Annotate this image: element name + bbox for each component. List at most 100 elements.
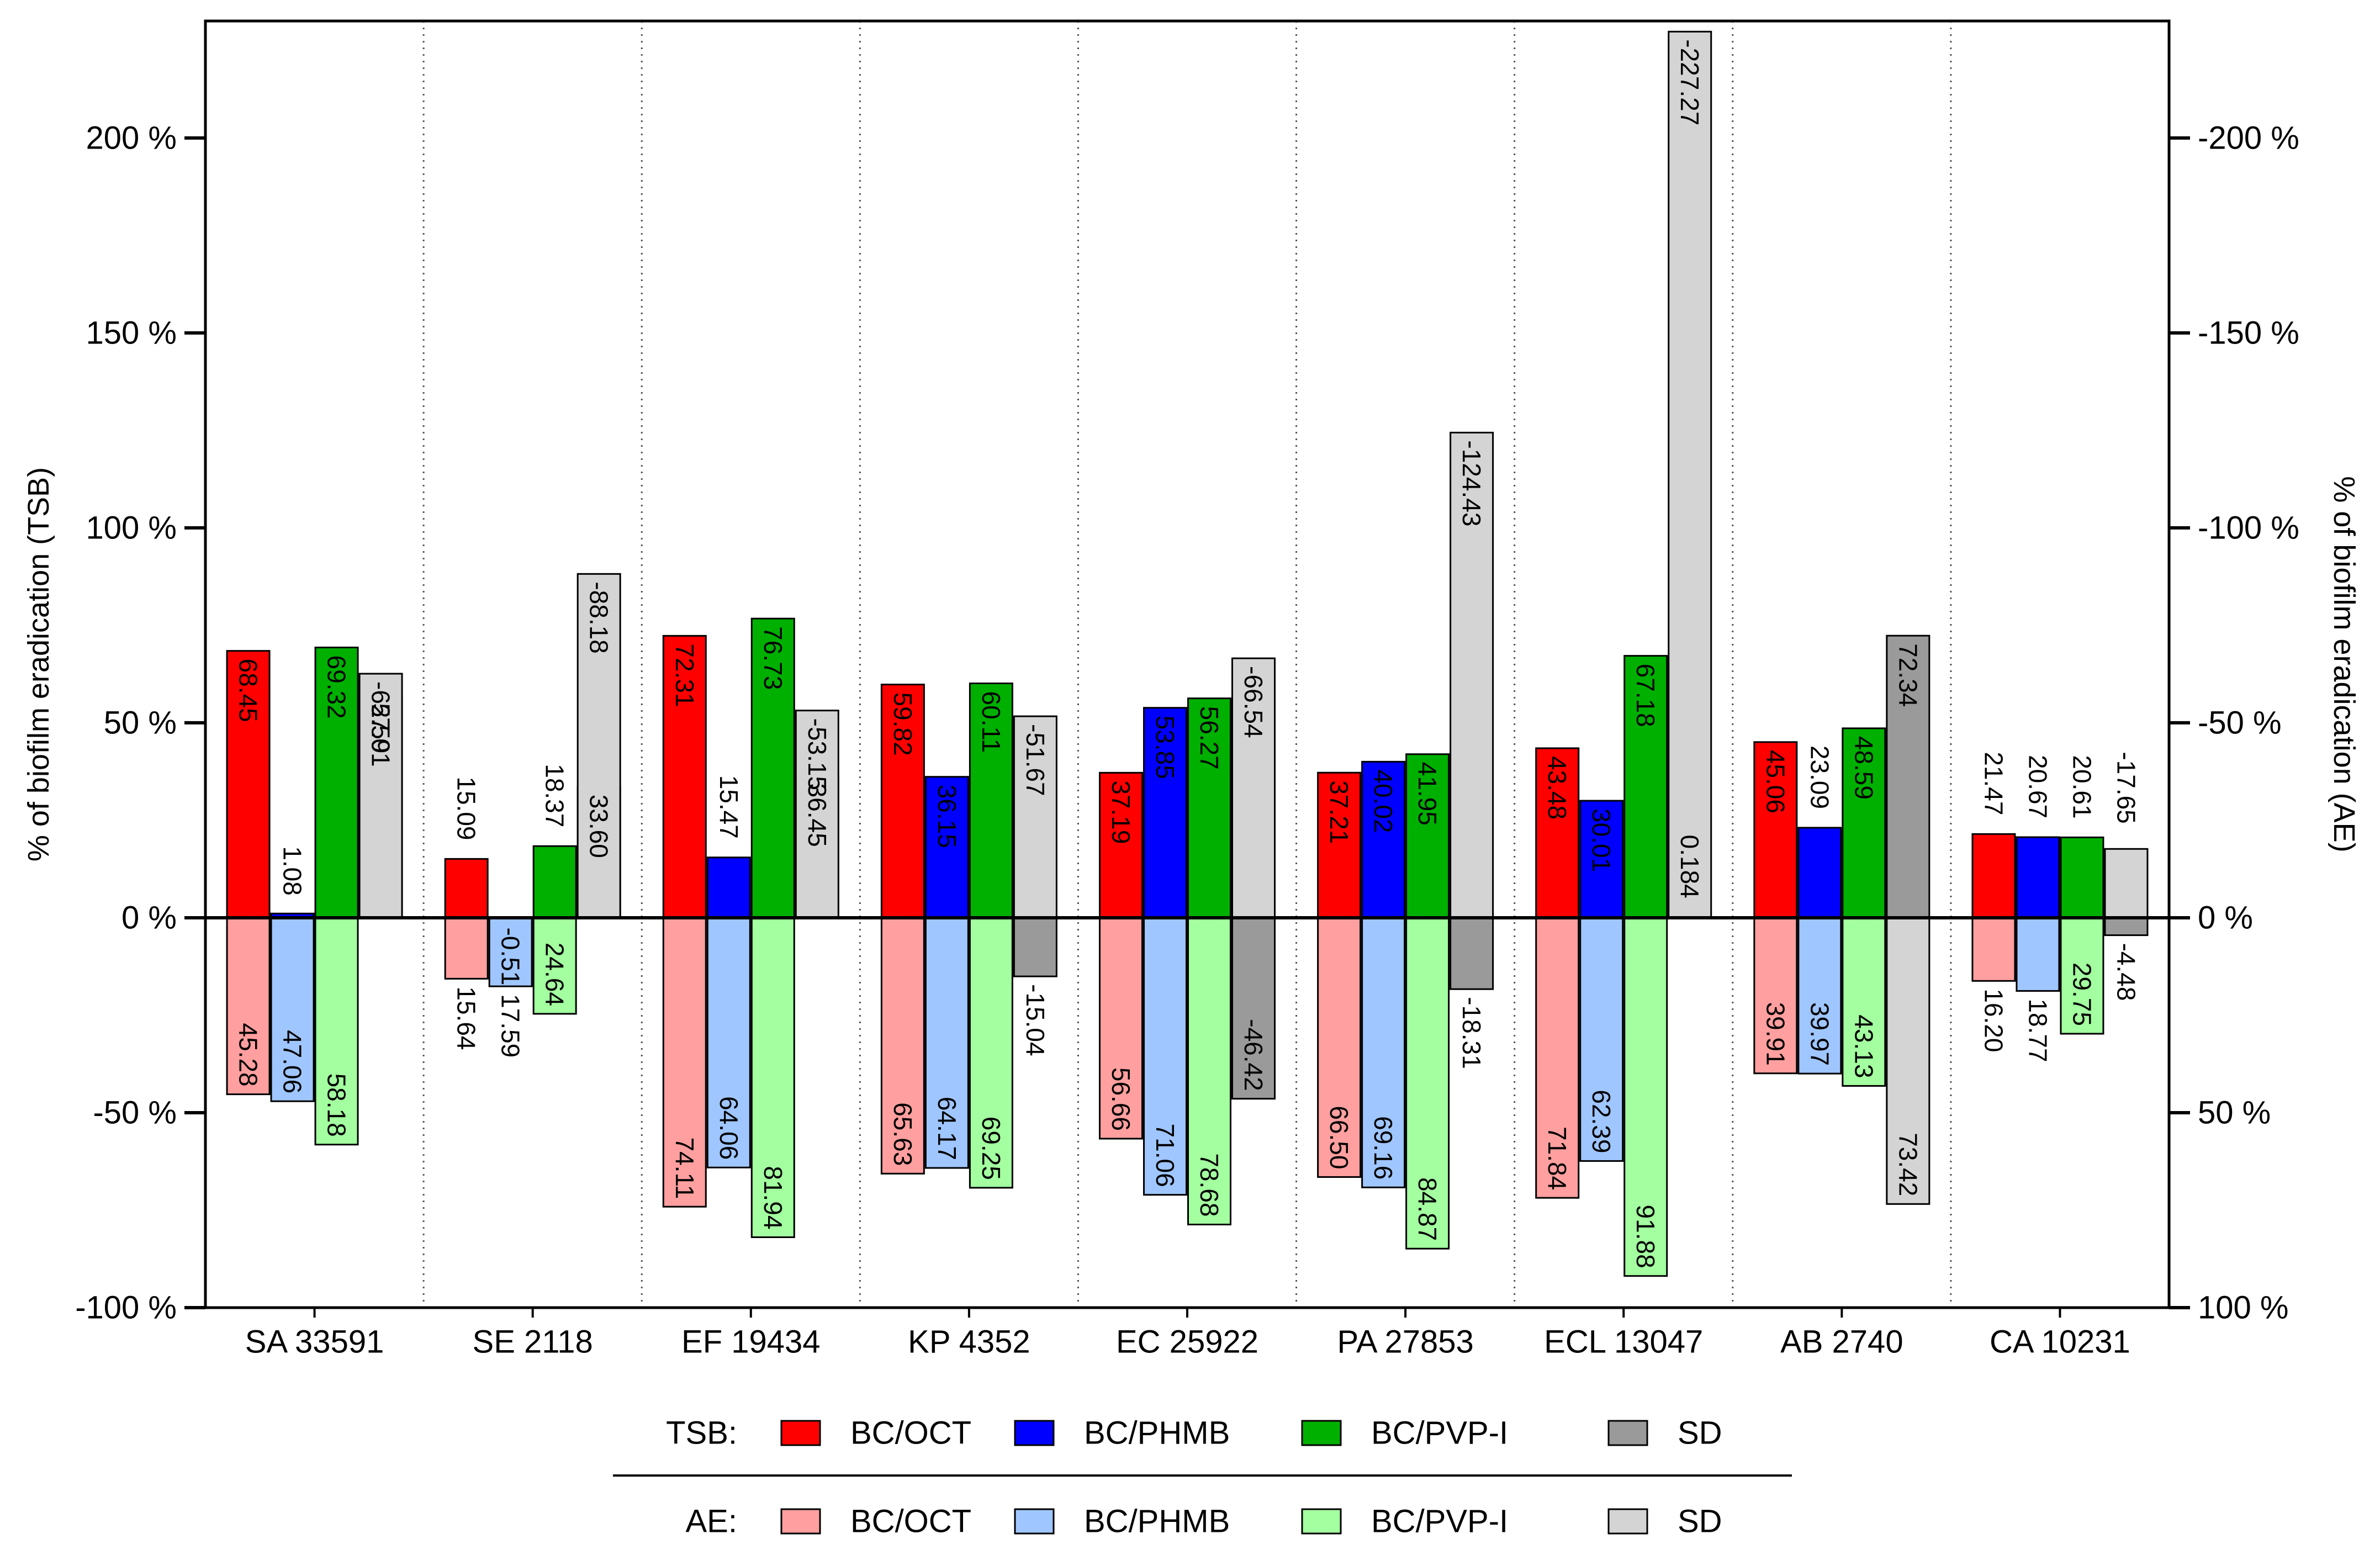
bar-tsb-bcoct-7 — [1753, 741, 1798, 919]
left-tick-label: 200 % — [86, 120, 177, 156]
bar-value-label: 36.45 — [803, 784, 832, 847]
category-label: SA 33591 — [245, 1324, 384, 1360]
bar-value-label: 20.61 — [2067, 755, 2096, 818]
bar-value-label: 18.37 — [541, 764, 569, 827]
legend-group-label: AE: — [686, 1504, 738, 1540]
bar-value-label: 64.17 — [933, 1097, 961, 1160]
bar-ae-sd-2 — [795, 710, 839, 919]
bar-ae-sd-6 — [1668, 30, 1712, 919]
bar-value-label: -53.15 — [803, 718, 832, 790]
legend-item-label: BC/PHMB — [1084, 1504, 1230, 1540]
bar-value-label: 72.34 — [1894, 643, 1922, 707]
bar-tsb-bcoct-5 — [1317, 771, 1362, 919]
bar-ae-bcpvpi-6 — [1623, 917, 1668, 1277]
bar-value-label: -62.59 — [367, 681, 395, 753]
bar-value-label: 39.91 — [1761, 1002, 1790, 1066]
bar-value-label: 56.66 — [1107, 1067, 1135, 1131]
bar-ae-bcpvpi-7 — [1842, 917, 1886, 1087]
bar-value-label: 56.27 — [1195, 706, 1224, 770]
bar-value-label: 59.82 — [888, 692, 917, 756]
bar-value-label: -88.18 — [585, 581, 613, 653]
bar-tsb-bcoct-0 — [226, 650, 271, 919]
bar-ae-sd-1 — [577, 573, 621, 919]
bar-value-label: 74.11 — [670, 1137, 699, 1199]
category-label: AB 2740 — [1780, 1324, 1903, 1360]
bar-ae-bcphmb-8 — [2016, 917, 2060, 992]
bar-value-label: -17.65 — [2112, 752, 2140, 823]
bar-value-label: 1.08 — [278, 846, 307, 896]
legend-swatch — [1014, 1508, 1055, 1535]
bar-value-label: 60.11 — [977, 691, 1006, 753]
bar-value-label: 69.32 — [322, 655, 351, 718]
legend-swatch — [780, 1420, 821, 1446]
left-tick-label: 150 % — [86, 315, 177, 351]
bar-tsb-sd-8 — [2104, 917, 2149, 937]
bar-value-label: 15.47 — [715, 775, 743, 839]
right-tick-label: 0 % — [2198, 900, 2253, 935]
bar-tsb-sd-5 — [1450, 917, 1494, 990]
bar-tsb-bcoct-1 — [444, 858, 489, 919]
bar-value-label: 43.13 — [1849, 1014, 1878, 1078]
bar-tsb-bcoct-8 — [1971, 833, 2016, 919]
bar-tsb-bcpvpi-2 — [750, 617, 795, 919]
category-label: EF 19434 — [681, 1324, 821, 1360]
legend-item-label: BC/OCT — [850, 1504, 971, 1540]
bar-tsb-bcpvpi-8 — [2060, 836, 2104, 919]
bar-ae-bcpvpi-8 — [2060, 917, 2104, 1035]
bar-ae-bcoct-6 — [1535, 917, 1580, 1199]
legend-group-label: TSB: — [666, 1415, 737, 1451]
bar-ae-bcphmb-0 — [270, 917, 315, 1102]
bar-value-label: -66.54 — [1239, 666, 1268, 738]
legend-item-label: SD — [1678, 1415, 1722, 1451]
bar-ae-bcpvpi-1 — [532, 917, 577, 1015]
legend-item-label: BC/PVP-I — [1371, 1504, 1508, 1540]
left-tick-label: 0 % — [121, 900, 177, 935]
bar-value-label: 15.64 — [452, 986, 481, 1050]
left-tick-label: 100 % — [86, 510, 177, 546]
bar-value-label: 20.67 — [2023, 755, 2052, 818]
bar-value-label: 41.95 — [1413, 762, 1442, 826]
bar-value-label: 39.97 — [1805, 1002, 1834, 1066]
bar-value-label: 16.20 — [1979, 988, 2008, 1052]
left-tick-label: 50 % — [104, 705, 177, 741]
legend-item-label: BC/PVP-I — [1371, 1415, 1508, 1451]
bar-tsb-bcphmb-8 — [2016, 836, 2060, 919]
category-label: CA 10231 — [1990, 1324, 2130, 1360]
bar-value-label: 91.88 — [1631, 1205, 1660, 1268]
bar-ae-bcpvpi-3 — [969, 917, 1013, 1189]
bar-value-label: 65.63 — [888, 1102, 917, 1166]
bar-value-label: 71.84 — [1543, 1127, 1572, 1190]
bar-value-label: 43.48 — [1543, 756, 1572, 819]
left-tick-label: -50 % — [93, 1094, 177, 1130]
legend-swatch — [1301, 1420, 1342, 1446]
bar-tsb-bcpvpi-1 — [532, 845, 577, 919]
bar-ae-sd-3 — [1013, 715, 1057, 919]
legend-swatch — [1607, 1508, 1648, 1535]
bar-value-label: 76.73 — [759, 626, 787, 690]
bar-value-label: 37.21 — [1325, 780, 1353, 844]
bar-ae-sd-7 — [1886, 917, 1931, 1205]
bar-tsb-bcpvpi-3 — [969, 683, 1013, 919]
bar-ae-bcphmb-4 — [1143, 917, 1187, 1196]
bar-value-label: 67.18 — [1631, 664, 1660, 727]
bar-tsb-sd-3 — [1013, 917, 1057, 977]
right-tick-label: -100 % — [2198, 510, 2299, 546]
bar-value-label: -227.27 — [1675, 39, 1704, 125]
bar-value-label: 40.02 — [1369, 769, 1398, 833]
bar-tsb-bcpvpi-5 — [1405, 753, 1450, 919]
right-axis-title: % of biofilm eradication (AE) — [2328, 476, 2361, 852]
bar-value-label: 57.01 — [367, 703, 395, 766]
right-tick-label: -150 % — [2198, 315, 2299, 351]
bar-value-label: 37.19 — [1107, 780, 1135, 844]
bar-value-label: 23.09 — [1805, 745, 1834, 809]
bar-value-label: 29.75 — [2067, 963, 2096, 1026]
bar-tsb-bcphmb-7 — [1797, 827, 1842, 919]
bar-ae-bcphmb-3 — [924, 917, 969, 1169]
legend-swatch — [1014, 1420, 1055, 1446]
bar-tsb-bcoct-6 — [1535, 747, 1580, 919]
bar-tsb-bcoct-4 — [1099, 771, 1143, 919]
bar-value-label: 15.09 — [452, 776, 481, 840]
bar-ae-sd-5 — [1450, 431, 1494, 919]
right-tick-label: -200 % — [2198, 120, 2299, 156]
bar-ae-bcpvpi-5 — [1405, 917, 1450, 1250]
